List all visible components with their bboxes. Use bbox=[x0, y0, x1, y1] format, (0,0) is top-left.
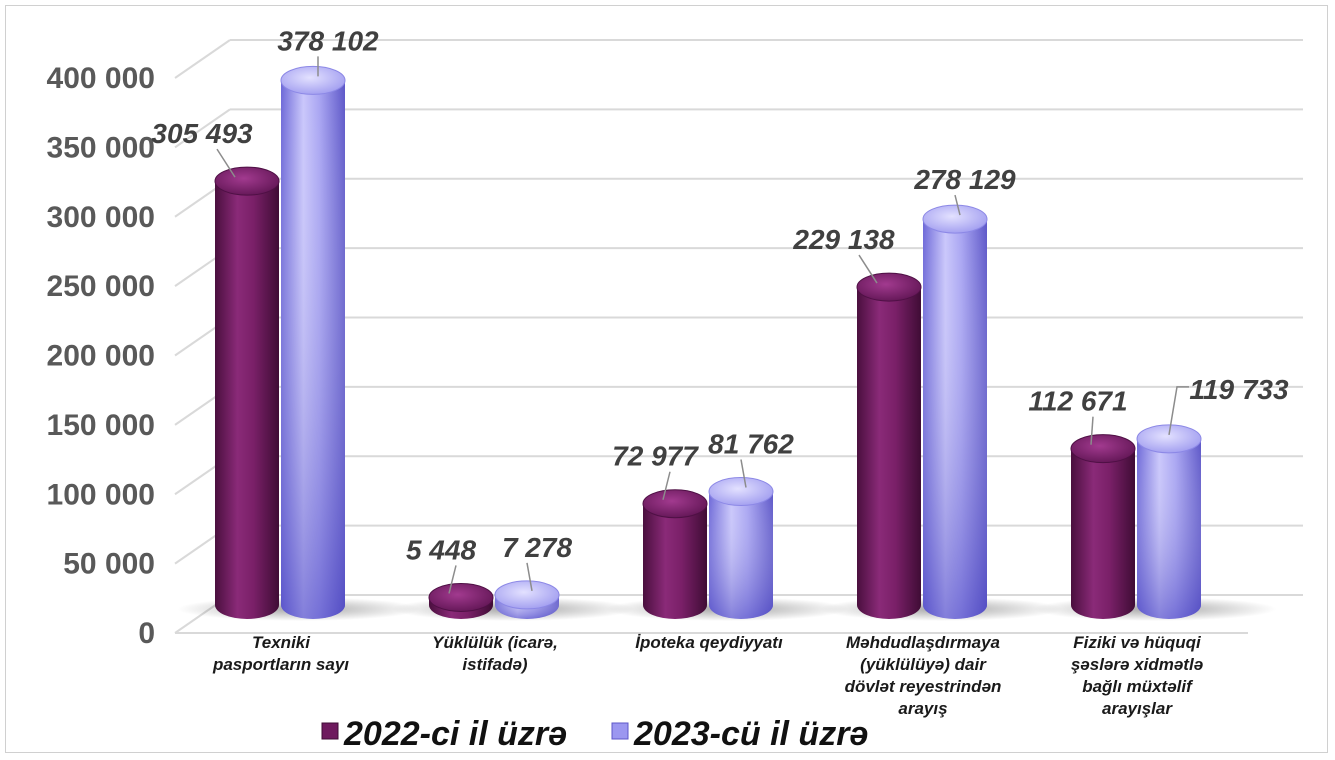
bar bbox=[1070, 434, 1136, 619]
y-tick-label: 150 000 bbox=[47, 409, 155, 442]
category-label: Fiziki və hüquqi bbox=[1073, 633, 1202, 652]
bar-top-cap bbox=[1136, 424, 1202, 454]
leader-line bbox=[740, 459, 747, 488]
y-tick-label: 250 000 bbox=[47, 270, 155, 303]
bar-top-cap bbox=[856, 272, 922, 302]
category-label: Yüklülük (icarə, bbox=[432, 633, 558, 652]
data-label: 119 733 bbox=[1189, 374, 1289, 405]
category-label: istifadə) bbox=[462, 655, 528, 674]
category-labels: Texniki pasportların sayı Yüklülük (icarə,… bbox=[212, 633, 1203, 718]
gridline-diagonal bbox=[174, 39, 231, 79]
chart-frame bbox=[5, 5, 1328, 753]
data-label: 278 129 bbox=[913, 164, 1016, 195]
bar-body bbox=[643, 503, 707, 619]
bar-body-shade bbox=[1137, 438, 1201, 619]
bar-top-cap bbox=[494, 580, 560, 610]
leader-line bbox=[1168, 386, 1189, 435]
category-label: İpoteka qeydiyyatı bbox=[635, 633, 783, 652]
y-tick-label: 200 000 bbox=[47, 340, 155, 373]
bar-body-shade bbox=[281, 80, 345, 619]
category-label: bağlı müxtəlif bbox=[1082, 677, 1194, 696]
data-label: 7 278 bbox=[502, 532, 572, 563]
leader-line bbox=[858, 254, 878, 284]
legend-swatch bbox=[321, 722, 339, 740]
legend-label: 2023-cü il üzrə bbox=[633, 715, 868, 753]
leader-line bbox=[216, 148, 236, 178]
leader-line bbox=[526, 562, 533, 592]
bar-top-cap bbox=[428, 582, 494, 612]
bar-body bbox=[1071, 448, 1135, 619]
bar bbox=[856, 272, 922, 619]
y-tick-label: 350 000 bbox=[47, 131, 155, 164]
data-label: 305 493 bbox=[151, 118, 253, 149]
bar-body bbox=[857, 287, 921, 619]
category-label: (yüklülüyə) dair bbox=[860, 655, 987, 674]
category-label: Məhdudlaşdırmaya bbox=[846, 633, 1000, 652]
y-tick-label: 0 bbox=[138, 617, 155, 650]
y-tick-label: 100 000 bbox=[47, 478, 155, 511]
bar-body-shade bbox=[923, 219, 987, 619]
bar-body-shade bbox=[709, 491, 773, 619]
y-tick-label: 50 000 bbox=[63, 548, 155, 581]
label-leader-lines bbox=[216, 56, 1189, 594]
data-label: 378 102 bbox=[277, 25, 379, 56]
category-label: arayış bbox=[898, 699, 947, 718]
bar bbox=[428, 582, 494, 619]
y-tick-label: 300 000 bbox=[47, 201, 155, 234]
legend-swatch bbox=[611, 722, 629, 740]
data-labels: 305 493 378 102 5 448 7 278 72 977 81 762 229 … bbox=[151, 25, 1289, 565]
legend-label: 2022-ci il üzrə bbox=[343, 715, 567, 753]
data-label: 112 671 bbox=[1028, 386, 1127, 417]
y-axis-ticks: 0 50 000 100 000 150 000 200 000 250 000 300 0… bbox=[47, 62, 155, 650]
category-label: dövlət reyestrindən bbox=[845, 677, 1002, 696]
bar bbox=[1136, 424, 1202, 619]
legend: 2022-ci il üzrə 2023-cü il üzrə bbox=[321, 715, 868, 753]
bar bbox=[280, 65, 346, 619]
bar bbox=[708, 477, 774, 619]
leader-line bbox=[954, 194, 961, 216]
bar-top-cap bbox=[642, 489, 708, 519]
bar bbox=[922, 204, 988, 619]
data-label: 81 762 bbox=[708, 429, 794, 460]
leader-line bbox=[1090, 416, 1094, 445]
bar-top-cap bbox=[708, 477, 774, 507]
data-label: 5 448 bbox=[406, 534, 476, 565]
bar bbox=[494, 580, 560, 619]
bar bbox=[642, 489, 708, 619]
leader-line bbox=[662, 471, 671, 500]
category-label: Texniki bbox=[252, 633, 311, 652]
data-label: 72 977 bbox=[612, 441, 699, 472]
category-label: şəslərə xidmətlə bbox=[1071, 655, 1203, 674]
category-label: pasportların sayı bbox=[212, 655, 349, 674]
bar-top-cap bbox=[280, 65, 346, 95]
bar-top-cap bbox=[1070, 434, 1136, 464]
bar-top-cap bbox=[214, 166, 280, 196]
leader-line bbox=[448, 565, 457, 594]
bar-body bbox=[215, 181, 279, 619]
bars bbox=[214, 65, 1202, 619]
bar bbox=[214, 166, 280, 619]
y-tick-label: 400 000 bbox=[47, 62, 155, 95]
gridline-diagonal bbox=[174, 108, 231, 149]
category-label: arayışlar bbox=[1102, 699, 1173, 718]
data-label: 229 138 bbox=[792, 224, 895, 255]
bar-top-cap bbox=[922, 204, 988, 234]
